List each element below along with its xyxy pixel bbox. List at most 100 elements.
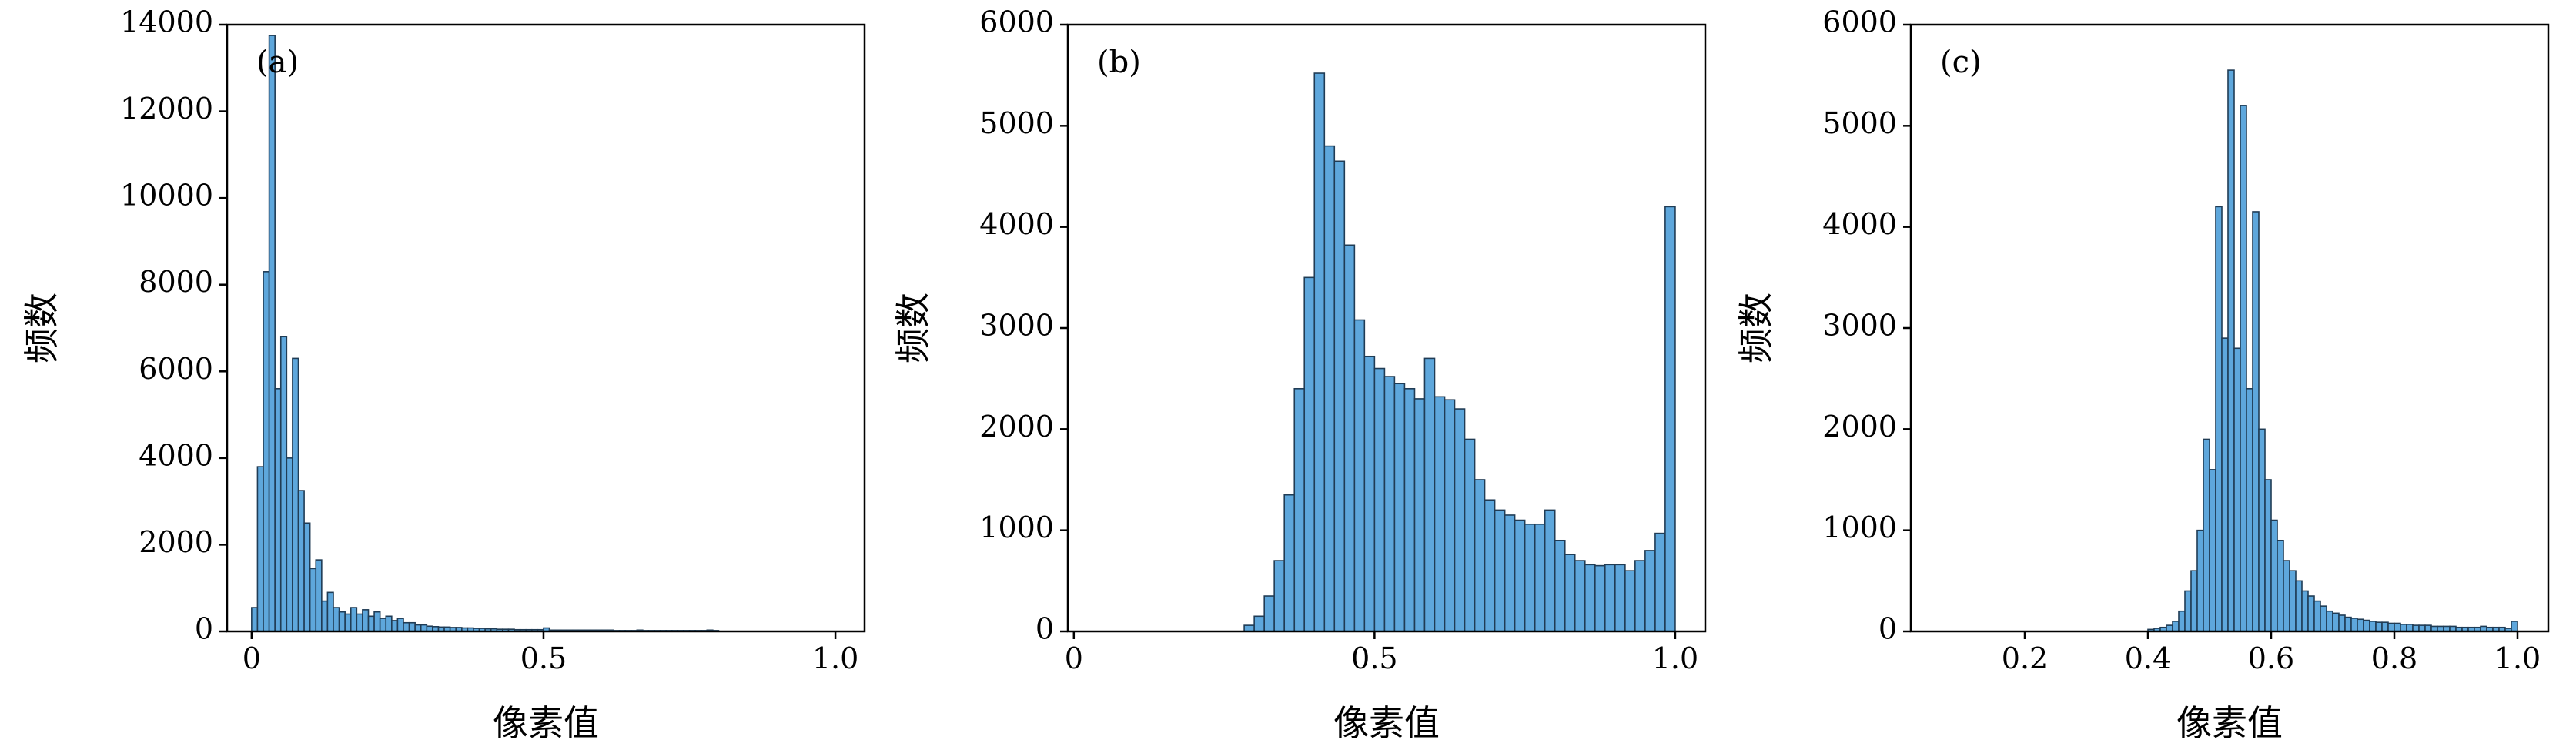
bar <box>1544 509 1556 632</box>
bar <box>2387 622 2395 632</box>
y-axis-label: 频数 <box>892 293 934 363</box>
bar <box>379 618 387 632</box>
panel-label: (a) <box>256 45 299 80</box>
bar <box>2363 619 2370 632</box>
bar <box>2511 621 2518 632</box>
bar <box>2240 105 2247 632</box>
bar <box>268 35 276 632</box>
bar <box>1614 564 1626 632</box>
bar <box>396 618 404 632</box>
bar <box>1343 244 1356 632</box>
panel-label: (b) <box>1097 45 1141 80</box>
bar <box>2184 590 2192 632</box>
bar <box>2357 618 2364 632</box>
panel-label: (c) <box>1940 45 1982 80</box>
bar <box>2295 580 2303 632</box>
bar <box>1534 523 1546 632</box>
bar <box>2375 621 2383 632</box>
bar <box>274 387 282 632</box>
bar <box>256 466 264 632</box>
bar <box>2313 600 2321 632</box>
bar <box>1323 145 1336 632</box>
bar <box>315 559 323 632</box>
bar <box>2350 618 2358 632</box>
y-tick-label: 1000 <box>979 511 1054 544</box>
y-tick-label: 2000 <box>979 410 1054 444</box>
bar <box>1383 376 1396 632</box>
bar <box>1313 72 1326 632</box>
bar <box>373 611 381 632</box>
x-tick-label: 0.6 <box>2248 641 2294 675</box>
bar <box>333 607 340 632</box>
y-tick-label: 4000 <box>1822 207 1897 241</box>
bar <box>2227 69 2235 632</box>
y-tick-label: 6000 <box>1822 5 1897 39</box>
y-tick-label: 3000 <box>979 309 1054 343</box>
bar <box>2338 614 2346 632</box>
bar <box>2172 621 2180 632</box>
bar <box>1434 396 1446 632</box>
x-tick-label: 1.0 <box>1652 641 1698 675</box>
bar <box>2400 624 2407 632</box>
y-tick-label: 12000 <box>120 92 213 126</box>
bar <box>1263 595 1275 632</box>
bar <box>251 607 259 632</box>
y-tick-label: 5000 <box>979 106 1054 140</box>
bar <box>2233 347 2241 632</box>
x-tick-label: 1.0 <box>812 641 858 675</box>
x-axis-label: 像素值 <box>1333 702 1440 744</box>
bar <box>1273 560 1286 632</box>
bar <box>344 613 352 632</box>
y-tick-label: 6000 <box>139 352 213 386</box>
y-tick-label: 14000 <box>120 5 213 39</box>
x-tick-label: 0.5 <box>520 641 567 675</box>
bar <box>414 624 422 632</box>
bar <box>279 336 288 632</box>
bar <box>2283 560 2290 632</box>
bar <box>1484 499 1496 632</box>
x-tick-label: 1.0 <box>2494 641 2541 675</box>
bar <box>1393 383 1406 632</box>
y-tick-label: 5000 <box>1822 106 1897 140</box>
bar <box>1283 494 1296 632</box>
bar <box>2344 616 2352 632</box>
bar <box>1504 514 1516 632</box>
bar <box>391 620 399 632</box>
bar <box>2289 570 2297 632</box>
y-tick-label: 8000 <box>139 265 213 299</box>
y-tick-label: 1000 <box>1822 511 1897 544</box>
bar <box>1594 564 1606 632</box>
bar <box>1464 438 1476 632</box>
bar <box>1624 570 1636 632</box>
bar <box>1253 615 1265 632</box>
y-tick-label: 2000 <box>139 525 213 559</box>
bar <box>420 624 428 632</box>
bar <box>263 271 270 632</box>
bar <box>2203 438 2210 632</box>
bar <box>1363 355 1376 632</box>
bar <box>1444 399 1456 632</box>
bar <box>2394 622 2401 632</box>
bar <box>2406 624 2414 632</box>
y-axis-label: 频数 <box>21 293 62 363</box>
bar <box>2381 621 2389 632</box>
bar <box>2307 595 2315 632</box>
bar <box>1584 564 1596 632</box>
bar <box>292 357 299 632</box>
bar <box>1373 367 1386 632</box>
bar <box>367 615 375 632</box>
bar <box>1423 357 1436 632</box>
bar <box>1654 532 1666 632</box>
y-tick-label: 2000 <box>1822 410 1897 444</box>
bar <box>2196 529 2204 632</box>
bar <box>286 457 293 632</box>
y-tick-label: 0 <box>1035 612 1054 646</box>
bar <box>2301 590 2309 632</box>
bar <box>2178 610 2186 632</box>
bar <box>2320 605 2327 632</box>
bar <box>1634 560 1646 632</box>
bar <box>1353 319 1366 632</box>
bar <box>1413 398 1426 632</box>
x-tick-label: 0.2 <box>2002 641 2048 675</box>
x-tick-label: 0 <box>1065 641 1083 675</box>
